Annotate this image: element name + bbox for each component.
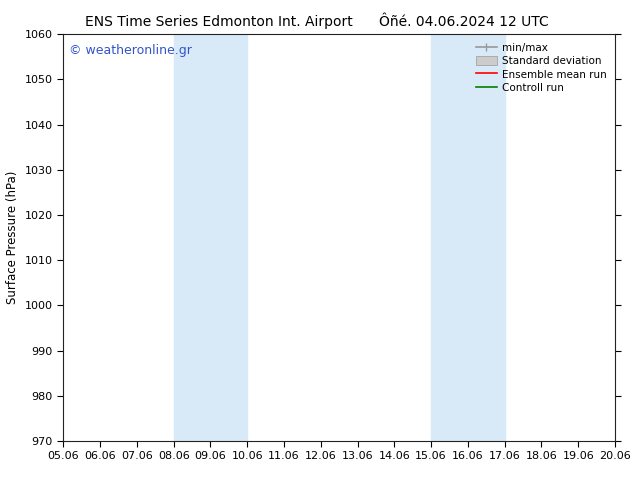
Bar — [174, 34, 247, 441]
Legend: min/max, Standard deviation, Ensemble mean run, Controll run: min/max, Standard deviation, Ensemble me… — [473, 40, 610, 96]
Bar — [431, 34, 505, 441]
Text: © weatheronline.gr: © weatheronline.gr — [69, 45, 192, 57]
Text: ENS Time Series Edmonton Int. Airport      Ôñé. 04.06.2024 12 UTC: ENS Time Series Edmonton Int. Airport Ôñ… — [85, 12, 549, 29]
Y-axis label: Surface Pressure (hPa): Surface Pressure (hPa) — [6, 171, 19, 304]
